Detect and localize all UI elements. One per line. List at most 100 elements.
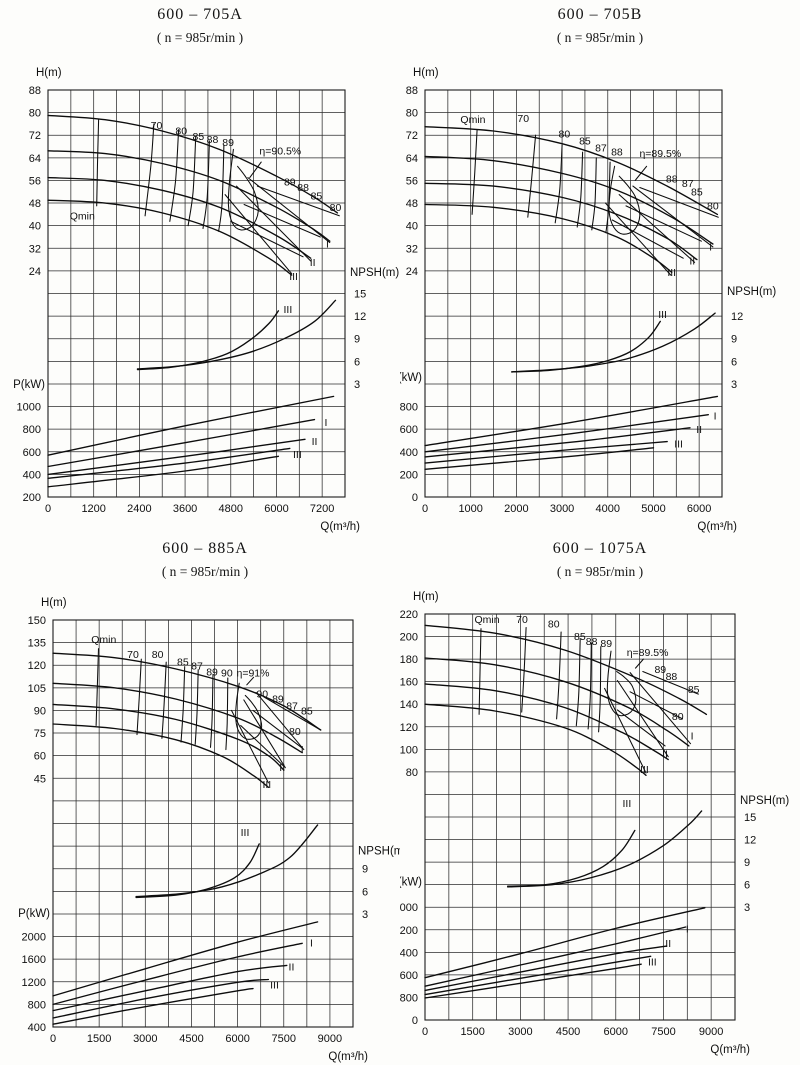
svg-text:40: 40 (406, 221, 418, 233)
svg-text:I: I (301, 744, 304, 756)
fan-shallow-2 (243, 203, 321, 238)
svg-text:24: 24 (29, 266, 41, 278)
svg-text:III: III (293, 449, 302, 461)
eff-70 (144, 123, 155, 217)
h-curve-I (424, 657, 690, 747)
svg-text:15: 15 (354, 289, 366, 301)
svg-text:1200: 1200 (22, 977, 46, 989)
svg-text:6000: 6000 (604, 1026, 628, 1038)
fan-steep-3 (629, 672, 692, 745)
svg-text:6: 6 (731, 356, 737, 368)
svg-text:100: 100 (400, 744, 418, 756)
svg-text:III: III (289, 271, 298, 283)
h-curve-II (47, 176, 312, 259)
svg-text:1600: 1600 (400, 970, 418, 982)
qmin-line (95, 648, 100, 727)
svg-text:0: 0 (50, 1033, 56, 1045)
svg-text:H(m): H(m) (413, 67, 439, 79)
svg-text:III: III (674, 438, 683, 450)
svg-text:89: 89 (284, 176, 296, 188)
svg-text:2000: 2000 (504, 503, 528, 515)
eta-pointer (634, 658, 644, 669)
svg-text:40: 40 (29, 221, 41, 233)
h-curve-II (52, 703, 285, 771)
eff-87 (591, 157, 597, 231)
fan-steep-2 (618, 194, 696, 263)
svg-text:III: III (648, 956, 657, 968)
p-curve-aux (52, 987, 254, 1025)
svg-text:H(m): H(m) (41, 597, 67, 609)
p-curve-full (424, 907, 706, 979)
svg-text:70: 70 (516, 614, 528, 626)
chart-subtitle-600-705B: ( n = 985r/min ) (556, 30, 644, 45)
eff-bep-loop (235, 682, 263, 740)
p-curve-I (424, 414, 709, 453)
svg-text:56: 56 (29, 175, 41, 187)
fan-steep-1 (230, 709, 269, 784)
svg-text:160: 160 (400, 677, 418, 689)
fan-steep-1 (604, 687, 647, 774)
svg-text:II: II (310, 257, 316, 269)
fan-shallow-2 (629, 691, 684, 720)
svg-text:4800: 4800 (219, 503, 243, 515)
svg-text:3: 3 (744, 902, 750, 914)
svg-text:200: 200 (400, 632, 418, 644)
chart-600-705A: 0 1200 2400 3600 4800 6000 7200888072645648403… (13, 67, 399, 533)
svg-text:800: 800 (23, 424, 41, 436)
svg-text:0: 0 (422, 1026, 428, 1038)
svg-text:0: 0 (412, 1015, 418, 1027)
npsh-curve-III (511, 320, 661, 373)
p-curve-II (52, 964, 288, 1012)
qmin-line (96, 119, 100, 207)
svg-text:800: 800 (28, 999, 46, 1011)
p-curve-aux (424, 963, 642, 999)
fan-shallow-2 (625, 205, 702, 242)
svg-text:I: I (326, 239, 329, 251)
h-curve-full (52, 652, 322, 731)
svg-text:III: III (667, 267, 676, 279)
fan-shallow-3 (240, 724, 285, 767)
svg-text:II: II (665, 938, 671, 950)
p-curve-I (47, 418, 316, 468)
svg-text:1500: 1500 (460, 1026, 484, 1038)
svg-text:5000: 5000 (641, 503, 665, 515)
chart-600-705B: 0 1000 2000 3000 4000 5000 6000888072645648403… (400, 67, 776, 533)
svg-text:87: 87 (286, 700, 298, 712)
svg-text:III: III (262, 779, 271, 791)
eff-bep-loop (608, 165, 641, 235)
fan-shallow-1 (642, 670, 699, 695)
svg-text:64: 64 (29, 153, 41, 165)
svg-text:I: I (691, 730, 694, 742)
svg-text:II: II (662, 748, 668, 760)
svg-text:80: 80 (330, 202, 342, 214)
svg-text:II: II (289, 962, 295, 974)
svg-text:12: 12 (731, 311, 743, 323)
svg-text:Qmin: Qmin (474, 614, 499, 626)
fan-shallow-3 (616, 709, 666, 747)
svg-text:III: III (640, 764, 649, 776)
svg-text:45: 45 (34, 773, 46, 785)
p-curve-full (424, 395, 719, 447)
h-curve-III (424, 703, 647, 776)
svg-text:89: 89 (222, 137, 234, 149)
svg-text:2400: 2400 (127, 503, 151, 515)
svg-text:150: 150 (28, 615, 46, 627)
h-curve-I (47, 150, 331, 242)
svg-text:9000: 9000 (699, 1026, 723, 1038)
fan-shallow-2 (252, 709, 303, 749)
h-curve-full (424, 126, 719, 216)
svg-text:6: 6 (362, 886, 368, 898)
svg-text:60: 60 (34, 751, 46, 763)
svg-text:120: 120 (28, 660, 46, 672)
svg-text:3: 3 (731, 379, 737, 391)
svg-text:1200: 1200 (81, 503, 105, 515)
svg-text:400: 400 (400, 447, 418, 459)
svg-text:88: 88 (29, 85, 41, 97)
svg-text:200: 200 (23, 492, 41, 504)
axis-labels: 0 1000 2000 3000 4000 5000 6000888072645648403… (400, 67, 776, 533)
svg-text:I: I (709, 241, 712, 253)
svg-text:400: 400 (23, 469, 41, 481)
